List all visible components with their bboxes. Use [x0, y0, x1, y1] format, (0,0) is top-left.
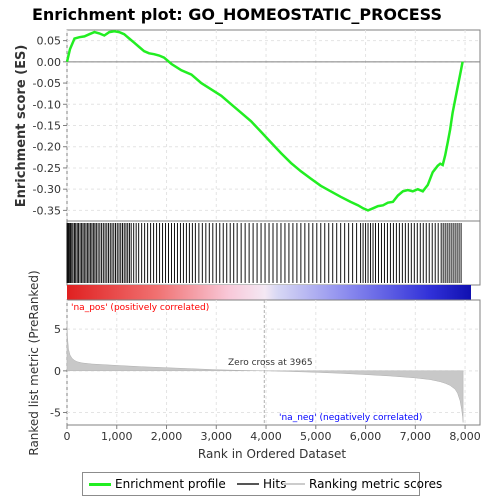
x-tick-label: 7,000 [400, 430, 432, 443]
x-tick-label: 3,000 [201, 430, 233, 443]
legend-item-enrichment-profile: Enrichment profile [89, 477, 226, 491]
es-y-tick-label: -0.05 [33, 77, 61, 90]
x-axis-label: Rank in Ordered Dataset [198, 447, 346, 461]
metric-y-axis: 5 0 -5 [50, 323, 67, 420]
metric-y-tick-label: 5 [54, 323, 61, 336]
metric-y-axis-label: Ranked list metric (PreRanked) [27, 270, 41, 455]
x-tick-label: 2,000 [151, 430, 183, 443]
zero-cross-label: Zero cross at 3965 [228, 358, 313, 368]
es-y-axis: 0.05 0.00 -0.05 -0.10 -0.15 -0.20 -0.25 -0.30 -0… [33, 35, 67, 217]
x-tick-label: 1,000 [101, 430, 133, 443]
metric-y-tick-label: 0 [54, 365, 61, 378]
legend-label: Hits [263, 477, 287, 491]
neg-correlation-label: 'na_neg' (negatively correlated) [279, 413, 422, 423]
metric-y-tick-label: -5 [50, 407, 61, 420]
legend-label: Ranking metric scores [309, 477, 443, 491]
hits-panel [66, 223, 462, 283]
hits-rank-heat-bar [67, 285, 471, 300]
es-y-tick-label: -0.30 [33, 183, 61, 196]
metric-x-axis: 0 1,000 2,000 3,000 4,000 5,000 6,000 7,000 8,00… [64, 425, 481, 443]
es-y-tick-label: 0.00 [37, 56, 62, 69]
legend-item-hits: Hits [237, 477, 286, 491]
es-y-tick-label: -0.25 [33, 162, 61, 175]
x-tick-label: 6,000 [350, 430, 382, 443]
metric-panel-frame [66, 299, 481, 426]
enrichment-profile-swatch [89, 482, 111, 486]
enrichment-profile-line [65, 30, 464, 212]
pos-correlation-label: 'na_pos' (positively correlated) [71, 303, 209, 313]
es-y-tick-label: -0.20 [33, 141, 61, 154]
ranking-metric-area [66, 320, 464, 423]
hits-swatch [237, 483, 259, 485]
es-y-tick-label: 0.05 [37, 35, 62, 48]
x-tick-label: 5,000 [300, 430, 332, 443]
legend-label: Enrichment profile [115, 477, 226, 491]
x-tick-label: 0 [64, 430, 71, 443]
x-tick-label: 4,000 [250, 430, 282, 443]
es-y-tick-label: -0.15 [33, 120, 61, 133]
es-y-tick-label: -0.10 [33, 98, 61, 111]
es-y-tick-label: -0.35 [33, 204, 61, 217]
chart-title: Enrichment plot: GO_HOMEOSTATIC_PROCESS [32, 5, 442, 24]
ranking-metric-swatch [283, 483, 305, 485]
legend: Enrichment profile Hits Ranking metric s… [82, 472, 442, 496]
legend-item-ranking-metric: Ranking metric scores [283, 477, 442, 491]
x-tick-label: 8,000 [449, 430, 481, 443]
es-y-axis-label: Enrichment score (ES) [14, 45, 29, 208]
